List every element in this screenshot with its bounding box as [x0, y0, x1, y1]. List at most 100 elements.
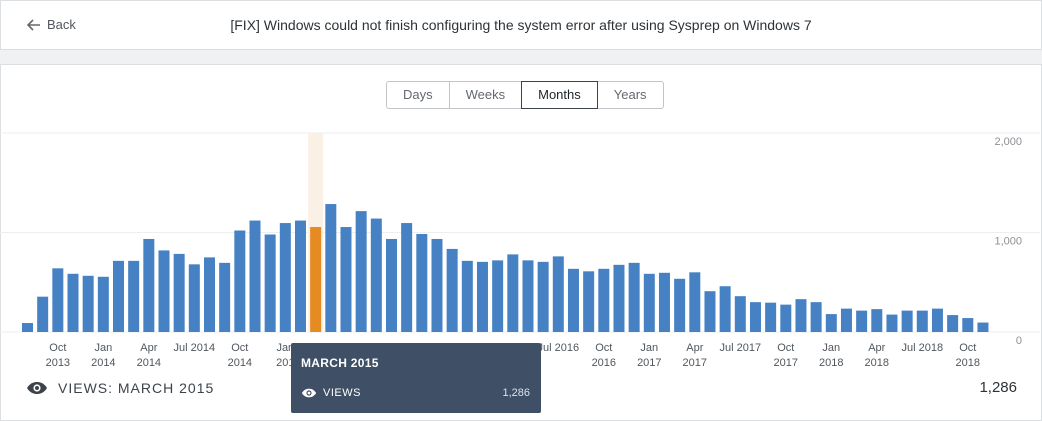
bar — [567, 268, 579, 332]
x-tick-label: Jul 2018 — [901, 342, 943, 354]
bar — [947, 315, 959, 332]
x-tick-label: 2018 — [819, 357, 843, 369]
period-selector: Days Weeks Months Years — [386, 81, 664, 109]
bar — [871, 309, 883, 332]
bar — [537, 261, 549, 332]
tooltip-title: MARCH 2015 — [301, 356, 379, 370]
bar — [325, 204, 337, 332]
bar — [219, 262, 231, 332]
bar — [583, 271, 595, 332]
bar — [97, 276, 109, 332]
x-tick-label: 2013 — [46, 357, 70, 369]
x-tick-label: 2017 — [774, 357, 798, 369]
bar — [901, 310, 913, 332]
x-tick-label: Oct — [49, 342, 66, 354]
x-tick-label: Jan — [640, 342, 658, 354]
x-tick-label: Jan — [276, 342, 294, 354]
bar — [294, 220, 306, 332]
bar — [674, 278, 686, 332]
bar — [401, 223, 413, 332]
bar — [188, 264, 200, 332]
back-button[interactable]: Back — [27, 17, 76, 32]
bar — [492, 260, 504, 332]
bar — [613, 264, 625, 332]
bar — [825, 314, 837, 332]
x-tick-label: Jul 2014 — [174, 342, 216, 354]
y-tick-label: 0 — [1016, 335, 1022, 347]
bar — [158, 250, 170, 332]
summary-label: VIEWS: MARCH 2015 — [58, 380, 215, 396]
bar — [461, 260, 473, 332]
x-tick-label: 2014 — [91, 357, 115, 369]
y-tick-label: 2,000 — [994, 136, 1022, 148]
bar — [810, 302, 822, 332]
bar — [719, 286, 731, 332]
bar — [416, 233, 428, 332]
bar — [249, 220, 261, 332]
x-tick-label: Jul 2017 — [720, 342, 762, 354]
bar — [689, 272, 701, 332]
x-tick-label: 2018 — [956, 357, 980, 369]
header-bar: Back [FIX] Windows could not finish conf… — [0, 0, 1042, 50]
bar — [112, 260, 124, 332]
bar — [734, 296, 746, 332]
summary-value: 1,286 — [979, 379, 1017, 396]
tooltip-row: VIEWS 1,286 — [301, 387, 530, 399]
bar — [886, 314, 898, 332]
page-title: [FIX] Windows could not finish configuri… — [230, 17, 812, 33]
bar — [128, 260, 140, 332]
bar — [203, 257, 215, 332]
bar — [234, 230, 246, 332]
bar — [962, 318, 974, 332]
x-tick-label: Oct — [595, 342, 612, 354]
bar — [916, 310, 928, 332]
bar — [628, 262, 640, 332]
bar — [765, 302, 777, 332]
bar — [522, 260, 534, 332]
tab-days[interactable]: Days — [386, 81, 450, 109]
tooltip-row-label: VIEWS — [323, 387, 361, 399]
tab-months[interactable]: Months — [521, 81, 598, 109]
bar — [52, 268, 64, 332]
bar — [643, 273, 655, 332]
x-tick-label: Apr — [868, 342, 885, 354]
x-tick-label: Oct — [959, 342, 976, 354]
bar — [173, 253, 185, 332]
views-summary: VIEWS: MARCH 2015 — [26, 380, 214, 396]
bar — [446, 248, 458, 332]
eye-icon — [301, 388, 317, 398]
views-bar-chart: 2,000 1,000 0 Oct 2013 Jan 2014 Apr 2014 Jul 2014… — [0, 132, 1040, 369]
bar — [795, 299, 807, 332]
bar — [67, 273, 79, 332]
x-tick-label: 2014 — [137, 357, 161, 369]
bar — [658, 272, 670, 332]
bar — [310, 227, 322, 332]
eye-icon — [27, 382, 47, 394]
bar — [370, 218, 382, 332]
x-tick-label: Apr — [686, 342, 703, 354]
x-tick-label: Jan — [822, 342, 840, 354]
tooltip-row-value: 1,286 — [502, 387, 530, 399]
y-tick-label: 1,000 — [994, 236, 1022, 248]
bar — [22, 323, 33, 332]
bar — [82, 275, 94, 332]
bar — [977, 322, 989, 332]
x-tick-label: Apr — [140, 342, 157, 354]
bar — [385, 238, 397, 332]
bar — [340, 227, 352, 332]
bar — [355, 211, 367, 332]
x-tick-label: Oct — [777, 342, 794, 354]
bar — [598, 268, 610, 332]
x-tick-label: Oct — [231, 342, 248, 354]
bar — [780, 304, 792, 332]
bar — [931, 308, 943, 332]
arrow-left-icon — [27, 18, 40, 31]
bar — [143, 238, 155, 332]
x-tick-label: Jul 2016 — [538, 342, 580, 354]
bar — [476, 261, 488, 332]
bar — [507, 254, 519, 332]
x-tick-label: Jan — [94, 342, 112, 354]
back-label: Back — [47, 17, 76, 32]
bar — [749, 302, 761, 332]
bar — [264, 234, 276, 332]
